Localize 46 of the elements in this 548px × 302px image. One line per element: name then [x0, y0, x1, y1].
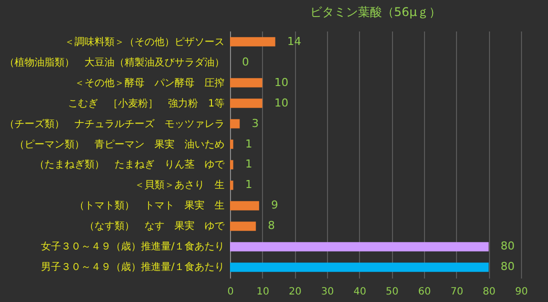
y-tick-label: 女子３０～４９（歳）推進量/１食あたり: [41, 240, 224, 253]
x-tick-label: 60: [418, 286, 431, 298]
bar: [230, 140, 234, 149]
data-label: 1: [245, 178, 252, 192]
y-tick-label: （ピーマン類） 青ピーマン 果実 油いため: [14, 138, 224, 150]
data-label: 8: [268, 219, 275, 232]
bar: [230, 262, 489, 272]
y-tick-label: ＜調味料類＞（その他）ピザソース: [64, 36, 224, 48]
x-tick-label: 90: [515, 286, 528, 298]
bar: [230, 78, 262, 88]
x-tick-label: 20: [288, 286, 302, 298]
data-label: 3: [252, 116, 259, 130]
y-tick-label: （植物油脂類） 大豆油（精製油及びサラダ油）: [4, 56, 224, 68]
y-tick-label: （たまねぎ類） たまねぎ りん茎 ゆで: [34, 158, 226, 171]
chart-title: ビタミン葉酸（56μｇ）: [310, 5, 441, 19]
y-tick-label: ＜その他＞酵母 パン酵母 圧搾: [74, 76, 224, 89]
x-tick-label: 80: [482, 286, 496, 298]
bar: [230, 37, 276, 46]
bar: [230, 222, 256, 231]
x-tick-label: 40: [353, 286, 366, 298]
y-tick-label: こむぎ ［小麦粉］ 強力粉 1等: [68, 97, 224, 110]
bar: [230, 119, 240, 128]
bar: [230, 242, 489, 252]
x-tick-label: 30: [321, 286, 334, 298]
bar: [230, 160, 234, 170]
bar: [230, 98, 262, 108]
y-tick-label: 男子３０～４９（歳）推進量/１食あたり: [41, 261, 224, 274]
data-label: 9: [271, 198, 278, 212]
data-label: 0: [242, 55, 249, 68]
y-tick-label: ＜貝類＞あさり 生: [134, 179, 224, 192]
x-tick-label: 70: [450, 286, 464, 298]
data-label: 14: [287, 34, 302, 48]
data-label: 10: [274, 76, 288, 89]
y-tick-label: （チーズ類） ナチュラルチーズ モッツァレラ: [4, 118, 224, 130]
data-label: 10: [274, 96, 288, 110]
x-tick-label: 10: [256, 286, 270, 298]
y-tick-label: （なす類） なす 果実 ゆで: [84, 220, 226, 232]
y-tick-label: （トマト類） トマト 果実 生: [74, 200, 224, 212]
data-label: 1: [245, 137, 252, 150]
data-label: 1: [245, 158, 252, 171]
bar: [230, 201, 260, 210]
bar: [230, 180, 234, 190]
data-label: 80: [500, 260, 515, 274]
data-label: 80: [500, 240, 515, 253]
x-tick-label: 0: [227, 286, 234, 298]
x-tick-label: 50: [386, 286, 399, 298]
